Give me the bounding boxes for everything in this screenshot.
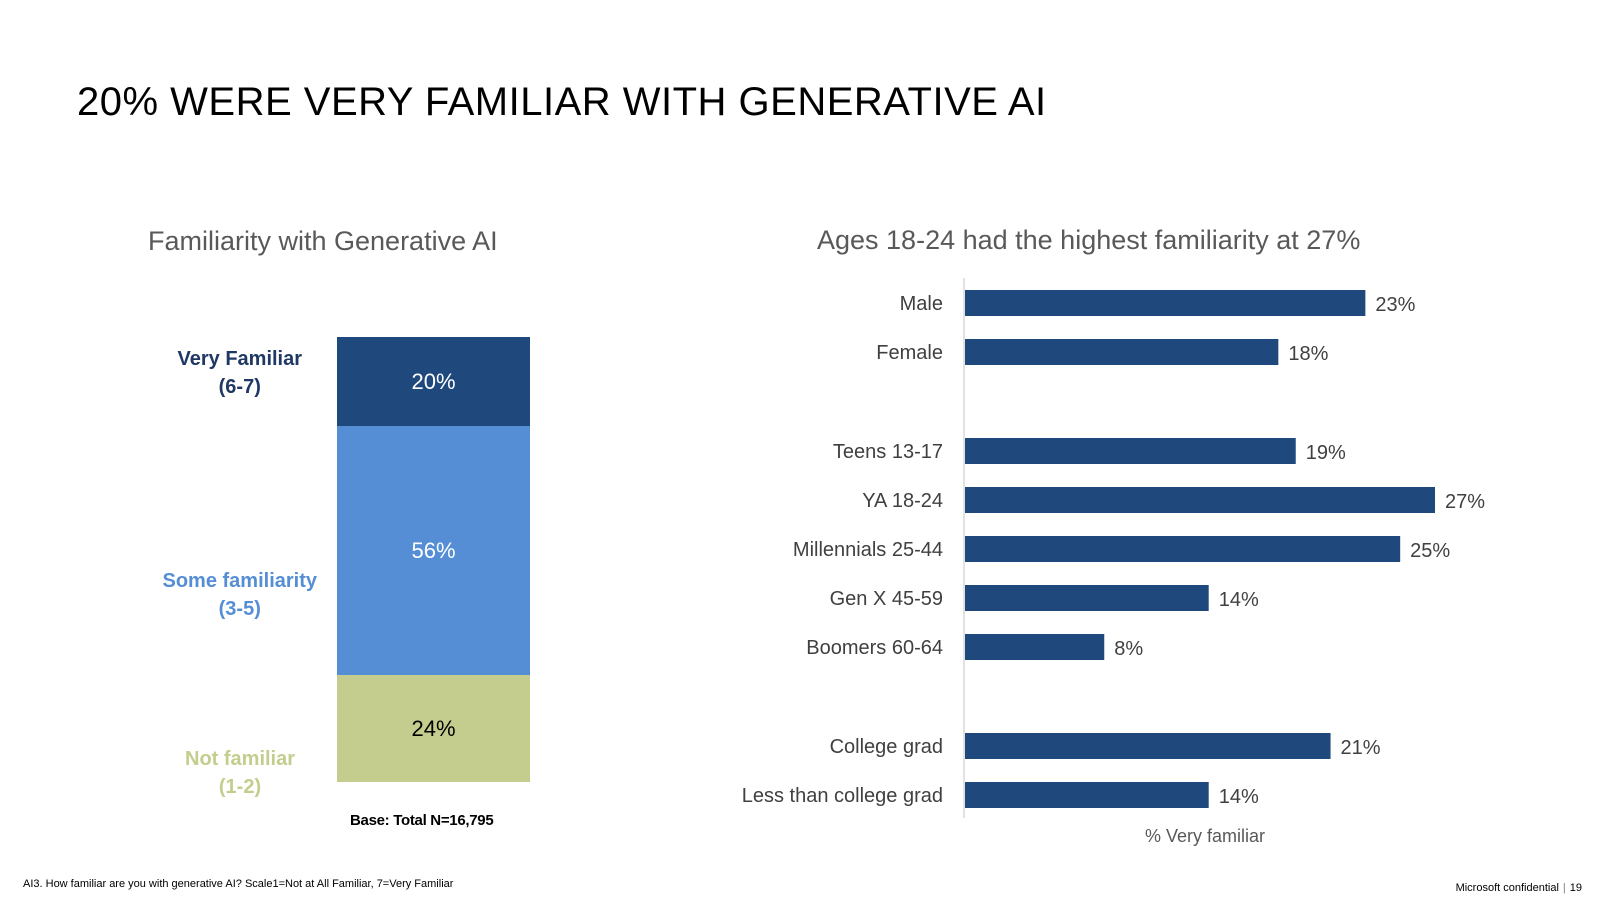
data-label: 14% [1219, 786, 1259, 808]
slide-title: 20% WERE VERY FAMILIAR WITH GENERATIVE A… [77, 80, 1047, 124]
category-label: Gen X 45-59 [830, 588, 943, 610]
data-label: 8% [1114, 638, 1143, 660]
stack-segment-2: 56% [337, 426, 530, 676]
stack-value-label: 20% [411, 368, 456, 394]
demographics-chart-title: Ages 18-24 had the highest familiarity a… [817, 225, 1361, 255]
data-label: 23% [1375, 294, 1415, 316]
bar [965, 634, 1105, 660]
stack-category-label-line: Not familiar [185, 748, 296, 770]
category-label: Millennials 25-44 [793, 539, 943, 561]
confidential-footer: Microsoft confidential | 19 [1456, 882, 1582, 894]
footer-separator: | [1562, 882, 1566, 894]
bar [965, 733, 1331, 759]
data-label: 25% [1410, 540, 1450, 562]
stack-category-label-line: Very Familiar [177, 348, 303, 370]
survey-footnote: AI3. How familiar are you with generativ… [23, 878, 454, 890]
bar [965, 438, 1296, 464]
category-label: Less than college grad [742, 785, 943, 807]
bar [965, 782, 1209, 808]
category-label: Male [900, 293, 943, 315]
data-label: 18% [1288, 343, 1328, 365]
stack-category-label: Some familiarity (3-5) [163, 567, 318, 623]
stack-value-label: 24% [411, 715, 456, 741]
stack-segment-3: 24% [337, 675, 530, 782]
base-note: Base: Total N=16,795 [350, 812, 494, 829]
bar [965, 290, 1366, 316]
data-label: 14% [1219, 589, 1259, 611]
confidential-label: Microsoft confidential [1455, 882, 1559, 894]
bar [965, 339, 1279, 365]
stack-category-label: Very Familiar (6-7) [178, 345, 303, 401]
category-label: College grad [830, 736, 943, 758]
stack-category-label-line: (6-7) [218, 376, 261, 398]
page-number: 19 [1569, 882, 1582, 894]
category-label: Female [876, 342, 943, 364]
category-label: YA 18-24 [862, 490, 943, 512]
data-label: 19% [1306, 442, 1346, 464]
stack-category-label-line: Some familiarity [162, 570, 318, 592]
stack-category-label-line: (1-2) [218, 776, 262, 798]
bar [965, 536, 1401, 562]
bar [965, 487, 1435, 513]
stack-value-label: 56% [411, 537, 456, 563]
familiarity-chart-title: Familiarity with Generative AI [148, 226, 498, 256]
stack-segment-1: 20% [337, 337, 530, 426]
category-label: Boomers 60-64 [806, 637, 943, 659]
stack-category-label-line: (3-5) [218, 598, 261, 620]
data-label: 21% [1341, 737, 1381, 759]
bar [965, 585, 1209, 611]
x-axis-caption: % Very familiar [1145, 826, 1266, 846]
data-label: 27% [1445, 491, 1485, 513]
category-label: Teens 13-17 [833, 441, 943, 463]
stack-category-label: Not familiar (1-2) [185, 745, 295, 801]
